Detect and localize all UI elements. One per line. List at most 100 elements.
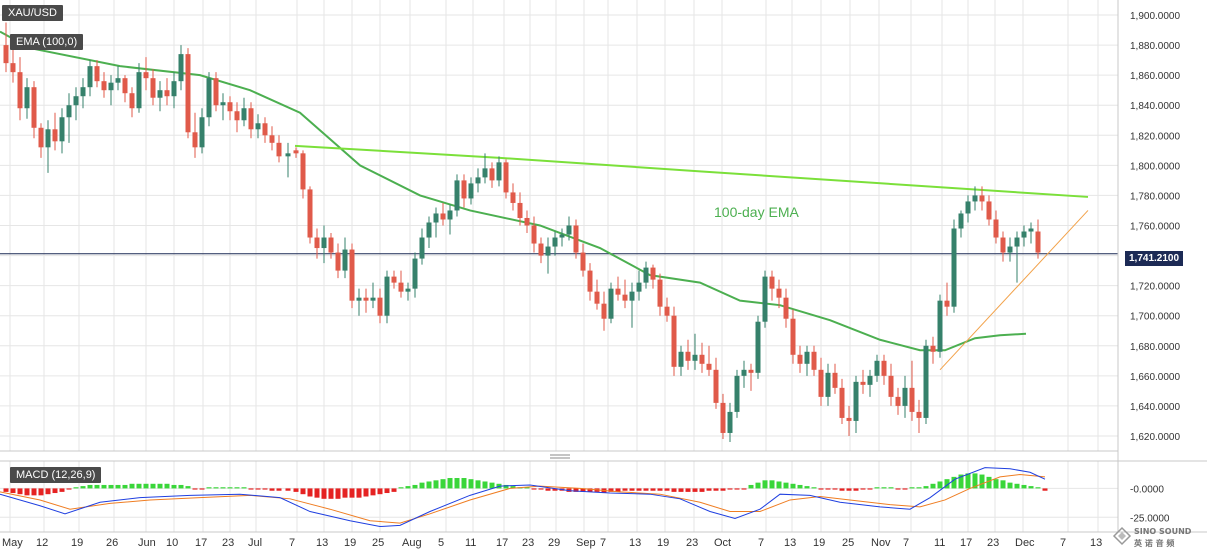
x-tick-label: 23 [686, 537, 698, 549]
macd-histogram-bar [818, 488, 824, 490]
candle [608, 282, 614, 324]
candle-body [678, 351, 684, 367]
candle [671, 306, 677, 376]
macd-histogram-bar [143, 483, 149, 489]
candle [405, 282, 411, 301]
candle [965, 195, 971, 223]
macd-histogram-bar [206, 487, 212, 489]
macd-histogram-bar [832, 488, 838, 490]
candle [115, 66, 121, 91]
support-trendline [939, 210, 1089, 371]
candle [426, 216, 432, 249]
macd-histogram-bar [622, 488, 628, 491]
y-axis-ticks: 1,620.0000 1,640.0000 1,660.0000 1,680.0000… [1130, 11, 1180, 524]
candle [248, 102, 254, 139]
x-tick-label: 26 [106, 537, 118, 549]
ema-indicator-label: EMA (100,0) [10, 34, 84, 50]
candle [255, 114, 261, 139]
macd-histogram-bar [10, 488, 16, 494]
candle-body [293, 150, 299, 154]
candle-body [594, 291, 600, 304]
candle-body [881, 360, 887, 376]
candle [853, 375, 859, 433]
candle [206, 72, 212, 127]
y-tick-label: 1,620.0000 [1130, 432, 1180, 443]
x-tick-label: Nov [871, 537, 891, 549]
candle-body [797, 354, 803, 364]
x-tick-label: 7 [289, 537, 295, 549]
x-tick-label: 19 [657, 537, 669, 549]
x-tick-label: 5 [438, 537, 444, 549]
candle [979, 186, 985, 211]
candle-body [888, 375, 894, 397]
macd-histogram-bar [255, 488, 261, 490]
candle-body [213, 78, 219, 106]
macd-histogram-bar [136, 483, 142, 489]
candle-body [944, 300, 950, 307]
candle [664, 297, 670, 322]
candle-body [580, 252, 586, 271]
macd-histogram-bar [503, 484, 509, 489]
candle-body [839, 387, 845, 418]
candle [10, 45, 16, 83]
macd-histogram-bar [185, 486, 191, 489]
candle-body [937, 300, 943, 352]
macd-histogram-bar [262, 488, 268, 490]
x-tick-label: 17 [960, 537, 972, 549]
candle [993, 210, 999, 244]
macd-histogram-bar [475, 480, 481, 489]
macd-histogram-bar [958, 474, 964, 489]
macd-histogram-bar [241, 487, 247, 489]
x-tick-label: 11 [934, 537, 945, 549]
macd-histogram-bar [965, 473, 971, 489]
candle [45, 120, 51, 173]
macd-histogram-bar [783, 482, 789, 489]
candle [888, 363, 894, 406]
macd-histogram-bar [636, 488, 642, 491]
candle [804, 345, 810, 376]
candle-body [426, 222, 432, 238]
y-tick-label: 1,640.0000 [1130, 402, 1180, 413]
macd-histogram-bar [916, 487, 922, 489]
candle [839, 378, 845, 424]
candle-body [262, 123, 268, 136]
y-tick-label: 1,680.0000 [1130, 342, 1180, 353]
candle [52, 112, 58, 151]
candle-body [94, 66, 100, 82]
candle-body [276, 142, 282, 157]
x-tick-label: 13 [629, 537, 641, 549]
macd-histogram-bar [657, 488, 663, 491]
macd-histogram-bar [342, 488, 348, 498]
candle [503, 159, 509, 199]
macd-histogram-bar [811, 487, 817, 489]
macd-histogram-bar [860, 488, 866, 490]
macd-histogram-bar [664, 488, 670, 491]
candle-body [3, 45, 9, 64]
candle [678, 345, 684, 376]
candle [285, 142, 291, 178]
watermark-text: SINO SOUND [1134, 527, 1192, 536]
candle-body [846, 417, 852, 421]
macd-histogram-bar [692, 488, 698, 492]
candle [136, 63, 142, 113]
candle-body [727, 411, 733, 433]
candle [580, 243, 586, 277]
candle-body [307, 189, 313, 238]
macd-histogram-bar [699, 488, 705, 492]
macd-histogram-bar [993, 479, 999, 489]
candle [685, 339, 691, 370]
macd-histogram-bar [867, 488, 873, 490]
candle [552, 231, 558, 256]
macd-histogram-bar [115, 484, 121, 489]
macd-histogram-bar [66, 488, 72, 490]
candle-body [24, 87, 30, 109]
candle [314, 228, 320, 259]
candle-body [220, 102, 226, 106]
macd-histogram-bar [412, 484, 418, 489]
panel-splitter-handle[interactable] [550, 454, 570, 459]
macd-histogram-bar [377, 488, 383, 495]
macd-histogram-bar [643, 488, 649, 491]
macd-histogram-bar [1014, 483, 1020, 489]
candle [790, 309, 796, 364]
macd-histogram-bar [755, 482, 761, 489]
